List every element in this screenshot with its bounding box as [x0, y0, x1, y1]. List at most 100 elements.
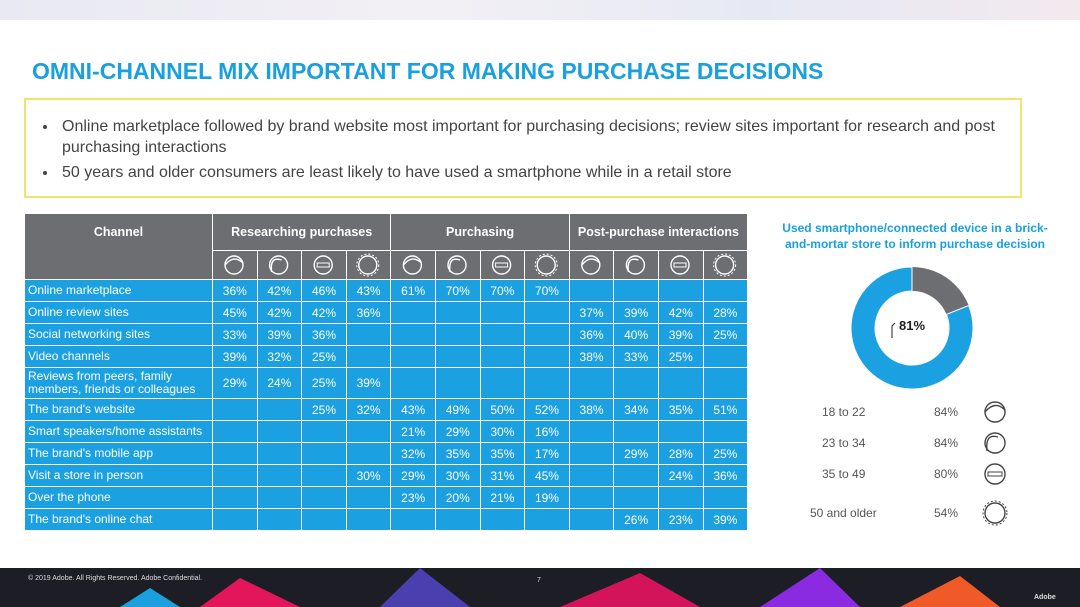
table-cell — [613, 279, 659, 302]
table-cell — [390, 345, 436, 368]
table-cell: 31% — [479, 464, 526, 487]
table-cell: 16% — [524, 420, 570, 443]
age-label: 18 to 22 — [822, 405, 866, 419]
table-cell: 45% — [212, 301, 258, 324]
table-cell: 29% — [390, 464, 436, 487]
table-cell — [301, 420, 347, 443]
bullet: 50 years and older consumers are least l… — [58, 162, 1000, 183]
group-header: Post-purchase interactions — [568, 213, 749, 251]
face-icon — [984, 502, 1006, 524]
donut-title: Used smartphone/connected device in a br… — [782, 221, 1048, 251]
table-cell: 46% — [301, 279, 347, 302]
face-icon — [984, 463, 1006, 485]
channel-table: Channel Researching purchases Purchasing Po… — [24, 213, 749, 531]
table-cell — [212, 420, 258, 443]
table-cell: 43% — [390, 398, 436, 421]
table-cell — [613, 367, 659, 399]
table-cell: 28% — [657, 442, 704, 465]
table-cell — [434, 508, 481, 531]
table-cell — [256, 398, 303, 421]
table-cell: 19% — [524, 486, 570, 509]
table-cell — [568, 508, 615, 531]
table-cell — [479, 301, 526, 324]
logo: Adobe — [1034, 594, 1056, 601]
table-row: Social networking sites 33% 39% 36% 36% 40% 39… — [24, 323, 749, 346]
table-cell: 23% — [390, 486, 436, 509]
copyright: © 2019 Adobe. All Rights Reserved. Adobe… — [28, 575, 203, 582]
icon-cell — [568, 250, 615, 280]
table-cell: 39% — [702, 508, 749, 531]
table-cell — [568, 486, 615, 509]
table-cell — [702, 367, 749, 399]
age-label: 50 and older — [810, 506, 877, 520]
table-cell: 32% — [390, 442, 436, 465]
table-cell — [479, 323, 526, 346]
table-row: The brand's online chat 26% 23% 39% — [24, 508, 749, 531]
table-cell — [345, 508, 392, 531]
table-cell — [345, 442, 392, 465]
table-cell — [524, 508, 570, 531]
table-cell — [301, 464, 347, 487]
table-cell — [524, 367, 570, 399]
table-cell: 61% — [390, 279, 436, 302]
table-cell — [524, 345, 570, 368]
bullet: Online marketplace followed by brand web… — [58, 116, 1000, 158]
table-cell — [256, 508, 303, 531]
table-cell: 29% — [613, 442, 659, 465]
table-cell: 24% — [657, 464, 704, 487]
table-cell — [345, 323, 392, 346]
table-cell: 35% — [434, 442, 481, 465]
table-cell: 35% — [657, 398, 704, 421]
icon-cell — [657, 250, 704, 280]
table-cell — [212, 508, 258, 531]
table-cell — [568, 464, 615, 487]
table-row: Online review sites 45% 42% 42% 36% 37% 39% 42%… — [24, 301, 749, 324]
icon-cell — [256, 250, 303, 280]
table-cell — [212, 442, 258, 465]
table-row: Over the phone 23% 20% 21% 19% — [24, 486, 749, 509]
icon-cell — [301, 250, 347, 280]
channel-label: Online marketplace — [24, 279, 213, 302]
table-cell: 24% — [256, 367, 303, 399]
table-cell — [390, 301, 436, 324]
table-cell: 49% — [434, 398, 481, 421]
table-cell: 37% — [568, 301, 615, 324]
table-cell — [434, 301, 481, 324]
table-cell: 36% — [345, 301, 392, 324]
table-cell: 42% — [256, 301, 303, 324]
slide-title: OMNI-CHANNEL MIX IMPORTANT FOR MAKING PU… — [32, 58, 824, 84]
table-cell — [345, 345, 392, 368]
table-cell: 32% — [256, 345, 303, 368]
table-cell: 25% — [301, 345, 347, 368]
table-cell — [657, 486, 704, 509]
table-cell — [390, 367, 436, 399]
header-cell: Channel — [24, 213, 213, 280]
icon-cell — [434, 250, 481, 280]
table-cell: 52% — [524, 398, 570, 421]
table-cell — [345, 486, 392, 509]
table-cell — [256, 486, 303, 509]
channel-label: The brand's mobile app — [24, 442, 213, 465]
label-bracket — [891, 322, 896, 338]
table-cell — [390, 508, 436, 531]
table-cell: 30% — [434, 464, 481, 487]
table-cell: 23% — [657, 508, 704, 531]
table-cell — [434, 345, 481, 368]
age-value: 80% — [934, 467, 959, 481]
age-label: 35 to 49 — [822, 467, 866, 481]
table-cell: 34% — [613, 398, 659, 421]
icon-cell — [345, 250, 392, 280]
table-cell — [345, 420, 392, 443]
hair — [986, 435, 999, 452]
table-cell: 39% — [256, 323, 303, 346]
table-cell: 25% — [702, 442, 749, 465]
icon-cell — [524, 250, 570, 280]
channel-label: Reviews from peers, family members, frie… — [24, 367, 213, 399]
table-cell: 30% — [345, 464, 392, 487]
table-cell — [568, 420, 615, 443]
table-cell: 25% — [301, 398, 347, 421]
group-header: Purchasing — [390, 213, 570, 251]
table-cell: 29% — [212, 367, 258, 399]
table-cell — [256, 442, 303, 465]
